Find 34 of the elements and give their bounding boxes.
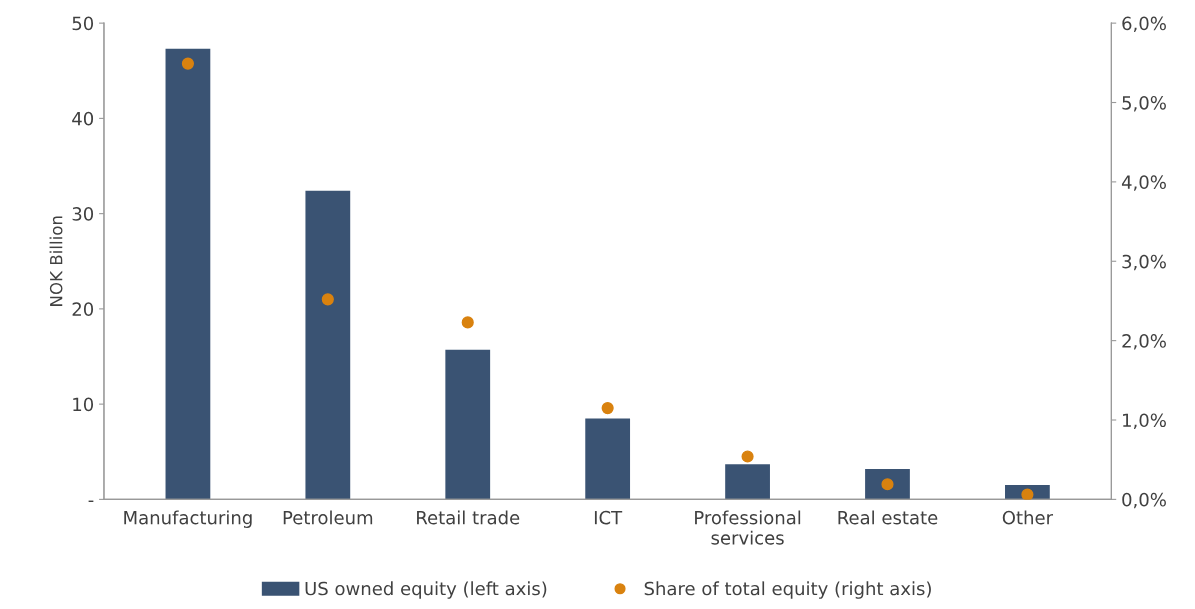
x-tick-label: ICT — [594, 510, 623, 525]
bar — [165, 48, 211, 500]
y2-tick-label: 3,0% — [1122, 254, 1166, 271]
y2-tick-label: 0,0% — [1122, 492, 1166, 509]
bar — [585, 418, 631, 500]
point — [181, 57, 194, 70]
x-tick-label: Manufacturing — [124, 510, 252, 528]
bar — [725, 464, 770, 500]
y2-tick-label: 6,0% — [1122, 16, 1166, 33]
y-tick-label: 10 — [73, 397, 94, 412]
y2-tick-label: 2,0% — [1122, 334, 1166, 350]
y-tick-label: 40 — [72, 111, 94, 126]
y-tick-label: 50 — [72, 16, 94, 31]
bar — [305, 190, 351, 500]
bar — [865, 468, 910, 500]
point — [321, 293, 334, 306]
x-tick-label: Other — [1002, 510, 1054, 525]
point — [741, 450, 754, 463]
y-tick-label: - — [88, 500, 94, 503]
bar — [445, 349, 491, 500]
point — [461, 316, 474, 329]
x-tick-label: Retail trade — [417, 510, 520, 525]
point — [601, 402, 614, 415]
x-tick-label: Petroleum — [283, 510, 373, 525]
y-tick-label: 30 — [72, 207, 94, 221]
y2-tick-label: 5,0% — [1122, 95, 1166, 112]
legend-label: US owned equity (left axis) — [305, 581, 547, 599]
x-tick-label: Professional services — [695, 510, 801, 545]
legend-label: Share of total equity (right axis) — [644, 581, 931, 599]
y2-tick-label: 4,0% — [1121, 175, 1166, 191]
y-axis-title: NOK Billion — [49, 216, 63, 306]
x-tick-label: Real estate — [838, 510, 938, 525]
y2-tick-label: 1,0% — [1123, 413, 1166, 429]
y-tick-label: 20 — [72, 302, 94, 316]
